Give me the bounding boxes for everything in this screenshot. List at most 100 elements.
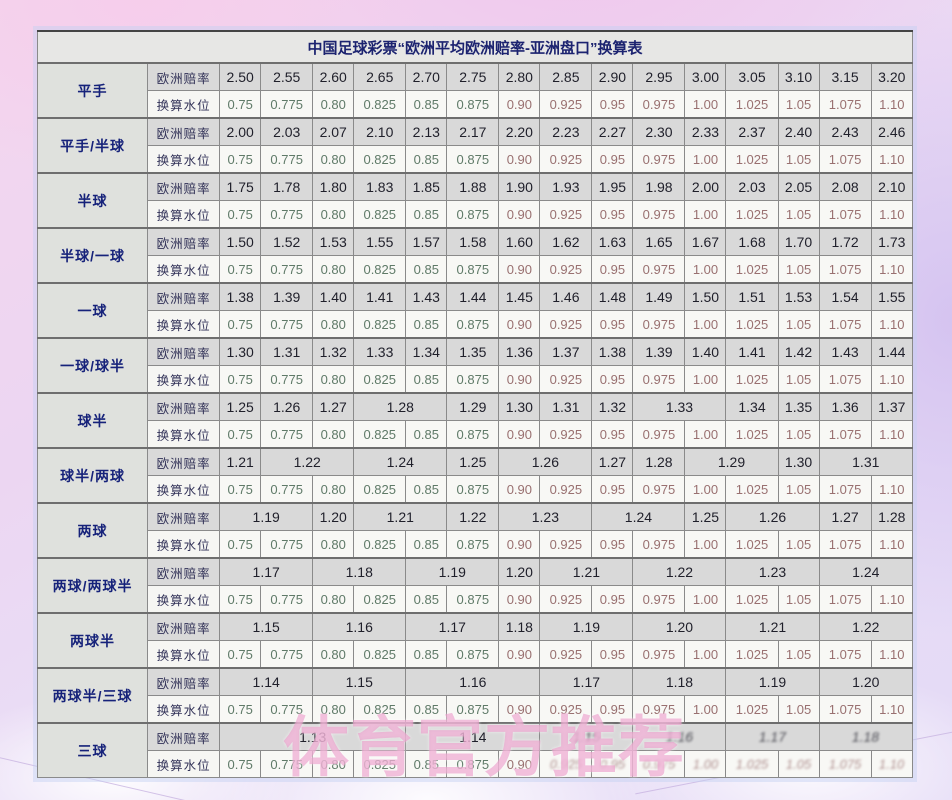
odds-value-cell: 1.18 <box>498 612 541 641</box>
odds-value-cell-text: 2.10 <box>366 124 394 140</box>
water-value-cell: 0.75 <box>219 640 262 669</box>
water-value-cell: 0.80 <box>312 365 355 394</box>
water-value-cell: 0.825 <box>353 750 407 778</box>
water-value-cell-text: 1.05 <box>785 261 812 277</box>
odds-value-cell: 2.50 <box>219 62 262 91</box>
odds-value-cell: 2.85 <box>539 62 593 91</box>
odds-value-cell: 1.28 <box>353 392 448 421</box>
odds-value-cell: 1.39 <box>260 282 314 311</box>
water-value-cell-text: 1.00 <box>692 536 719 552</box>
odds-value-cell-text: 1.85 <box>412 179 440 195</box>
odds-value-cell-text: 1.38 <box>226 289 254 305</box>
odds-value-cell: 1.35 <box>446 337 500 366</box>
water-value-cell-text: 0.925 <box>549 646 583 662</box>
water-value-cell-text: 1.10 <box>879 371 905 387</box>
water-value-cell: 0.925 <box>539 420 593 449</box>
odds-value-cell: 1.30 <box>498 392 541 421</box>
water-value-cell: 0.875 <box>446 695 500 724</box>
odds-value-cell-text: 1.58 <box>459 234 487 250</box>
odds-value-cell-text: 2.33 <box>691 124 720 140</box>
row-label-cell-text: 平手 <box>77 82 108 99</box>
odds-header-cell-text: 欧洲赔率 <box>156 511 211 526</box>
odds-value-cell-text: 1.18 <box>850 729 881 745</box>
water-header-cell-text: 换算水位 <box>156 318 211 333</box>
odds-value-cell: 1.20 <box>312 502 355 531</box>
odds-header-cell-text: 欧洲赔率 <box>156 181 211 196</box>
row-label-cell: 三球 <box>36 722 149 778</box>
water-row-平手: 换算水位 0.75 0.775 0.80 0.825 0.85 0.875 0.90 0.925… <box>38 90 914 119</box>
water-value-cell: 0.775 <box>260 585 314 614</box>
water-header-cell-text: 换算水位 <box>156 428 211 443</box>
odds-value-cell-text: 1.88 <box>459 179 487 195</box>
water-value-cell-text: 1.075 <box>828 646 862 662</box>
water-value-cell: 0.925 <box>539 475 593 504</box>
odds-value-cell: 2.13 <box>405 117 448 146</box>
odds-value-cell-text: 1.18 <box>345 564 373 580</box>
water-value-cell-text: 0.925 <box>549 316 583 332</box>
odds-value-cell: 1.39 <box>632 337 686 366</box>
water-value-cell: 0.925 <box>539 640 593 669</box>
water-value-cell-text: 0.875 <box>456 536 490 552</box>
odds-value-cell-text: 2.50 <box>226 69 254 85</box>
water-value-cell: 1.025 <box>725 585 779 614</box>
odds-value-cell: 1.29 <box>684 447 779 476</box>
odds-conversion-table: 中国足球彩票“欧洲平均欧洲赔率-亚洲盘口”换算表 平手 欧洲赔率 2.50 2.55 2… <box>36 30 914 778</box>
odds-value-cell-text: 1.40 <box>319 289 347 305</box>
water-value-cell: 1.00 <box>684 585 727 614</box>
water-value-cell-text: 0.90 <box>506 371 532 387</box>
odds-value-cell-text: 1.26 <box>273 399 301 415</box>
water-value-cell: 0.90 <box>498 530 541 559</box>
water-value-cell-text: 0.95 <box>599 426 626 442</box>
odds-header-cell: 欧洲赔率 <box>147 667 221 696</box>
water-value-cell: 1.05 <box>777 90 820 119</box>
water-value-cell: 0.85 <box>405 255 448 284</box>
water-value-cell: 0.80 <box>312 145 355 174</box>
odds-value-cell-text: 3.10 <box>784 69 813 85</box>
odds-header-cell-text: 欧洲赔率 <box>156 236 211 251</box>
odds-value-cell-text: 1.16 <box>459 674 487 690</box>
water-row-一球/球半: 换算水位 0.75 0.775 0.80 0.825 0.85 0.875 0.90 0.925… <box>38 365 914 394</box>
water-value-cell-text: 0.825 <box>363 151 397 167</box>
row-label-cell: 平手 <box>36 62 149 119</box>
water-value-cell-text: 0.975 <box>642 316 676 332</box>
odds-value-cell: 1.70 <box>777 227 820 256</box>
water-value-cell-text: 0.90 <box>506 151 532 167</box>
odds-value-cell: 1.15 <box>539 722 634 751</box>
water-row-半球/一球: 换算水位 0.75 0.775 0.80 0.825 0.85 0.875 0.90 0.925… <box>38 255 914 284</box>
row-label-cell-text: 一球 <box>77 302 108 319</box>
odds-value-cell: 1.17 <box>539 667 634 696</box>
water-value-cell: 0.75 <box>219 420 262 449</box>
water-value-cell-text: 0.75 <box>227 261 253 277</box>
odds-value-cell-text: 2.27 <box>598 124 627 140</box>
odds-value-cell: 1.20 <box>818 667 914 696</box>
odds-value-cell-text: 1.35 <box>784 399 813 415</box>
water-value-cell: 0.975 <box>632 585 686 614</box>
odds-value-cell-text: 1.21 <box>572 564 601 580</box>
odds-value-cell-text: 2.03 <box>273 124 301 140</box>
water-value-cell: 1.075 <box>818 420 872 449</box>
row-label-cell: 球半/两球 <box>36 447 149 504</box>
odds-header-cell-text: 欧洲赔率 <box>156 71 211 86</box>
row-label-cell-text: 两球/两球半 <box>52 577 133 594</box>
water-value-cell: 0.85 <box>405 145 448 174</box>
odds-value-cell-text: 1.25 <box>226 399 254 415</box>
table-title: 中国足球彩票“欧洲平均欧洲赔率-亚洲盘口”换算表 <box>37 30 913 64</box>
water-value-cell: 0.975 <box>632 145 686 174</box>
row-label-cell-text: 三球 <box>77 742 108 759</box>
water-header-cell: 换算水位 <box>147 640 221 669</box>
water-value-cell-text: 0.80 <box>320 646 346 662</box>
water-value-cell: 1.075 <box>818 200 872 229</box>
water-value-cell-text: 1.075 <box>828 481 862 497</box>
water-value-cell-text: 0.825 <box>363 426 397 442</box>
water-value-cell-text: 0.775 <box>270 371 303 387</box>
row-label-cell-text: 球半 <box>77 412 108 429</box>
water-value-cell: 1.10 <box>870 585 914 614</box>
water-value-cell: 0.75 <box>219 475 262 504</box>
water-value-cell: 1.075 <box>818 695 872 724</box>
odds-value-cell-text: 1.17 <box>572 674 601 690</box>
odds-value-cell: 1.93 <box>539 172 593 201</box>
odds-value-cell-text: 1.37 <box>878 399 906 415</box>
water-value-cell: 0.825 <box>353 310 407 339</box>
odds-header-cell: 欧洲赔率 <box>147 337 221 366</box>
water-value-cell-text: 1.00 <box>692 96 719 112</box>
